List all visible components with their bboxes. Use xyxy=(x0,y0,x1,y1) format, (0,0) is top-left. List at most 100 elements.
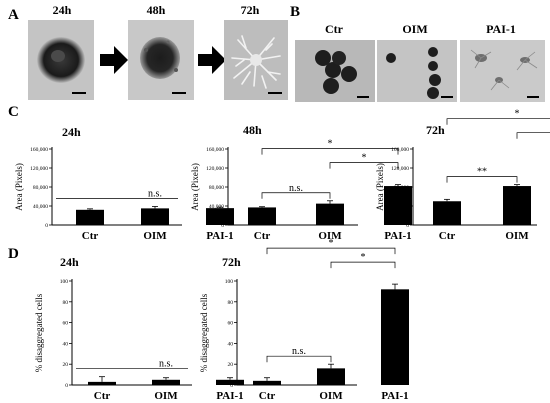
c-72h-ytick-label: 0 xyxy=(406,223,409,229)
d-72h-category-label: Ctr xyxy=(259,390,276,402)
d-24h-category-label: PAI-1 xyxy=(216,390,243,402)
d-72h-ytick-label: 60 xyxy=(228,321,234,327)
c-72h-sig-label: * xyxy=(515,109,520,120)
photo-pai1-disaggregated xyxy=(460,40,545,102)
c-24h-bar-pai-1 xyxy=(206,208,234,225)
d-24h-category-label: OIM xyxy=(154,390,178,402)
c-24h-title: 24h xyxy=(62,125,81,139)
d-72h-category-label: PAI-1 xyxy=(381,390,408,402)
panel-letter-b: B xyxy=(290,4,301,20)
c-72h-bar-oim xyxy=(503,186,531,225)
c-48h-ytick-label: 80,000 xyxy=(209,185,224,191)
c-72h-category-label: OIM xyxy=(505,230,529,242)
c-24h-ytick-label: 40,000 xyxy=(33,204,48,210)
d-24h-ytick-label: 100 xyxy=(60,279,69,285)
c-24h-ylabel: Area (Pixels) xyxy=(14,163,24,211)
d-72h-sig-label: * xyxy=(361,252,366,263)
photo-ctr-spheroids xyxy=(295,40,375,102)
d-24h-ytick-label: 60 xyxy=(63,321,69,327)
c-48h-sig-bracket xyxy=(261,192,331,199)
d-24h-ytick-label: 0 xyxy=(65,383,68,389)
c-48h-ytick-label: 0 xyxy=(221,223,224,229)
c-48h-category-label: OIM xyxy=(318,230,342,242)
panel-letter-c: C xyxy=(8,104,19,120)
panel-a-label-48h: 48h xyxy=(146,3,166,17)
d-24h-bar-ctr xyxy=(88,381,116,385)
c-72h-sig-label: ** xyxy=(477,167,487,178)
c-72h-category-label: Ctr xyxy=(439,230,456,242)
c-48h-ytick-label: 120,000 xyxy=(206,166,224,172)
d-72h-bar-ctr xyxy=(253,380,281,385)
c-24h-ytick-label: 80,000 xyxy=(33,185,48,191)
d-72h-category-label: OIM xyxy=(319,390,343,402)
panel-b-photo-strip xyxy=(295,40,545,102)
panel-letter-d: D xyxy=(8,246,19,262)
c-48h-sig-label: * xyxy=(328,139,333,150)
c-48h-category-label: PAI-1 xyxy=(384,230,411,242)
photo-oim-spheroids xyxy=(377,40,457,102)
photo-48h-spheroid xyxy=(128,20,194,100)
photo-72h-disaggregated xyxy=(224,20,288,100)
d-24h-sig-label: n.s. xyxy=(159,359,173,370)
c-48h-sig-bracket xyxy=(261,148,399,155)
d-24h-category-label: Ctr xyxy=(94,390,111,402)
panel-letter-a: A xyxy=(8,7,19,23)
d-24h-ylabel: % disaggregated cells xyxy=(34,293,44,372)
d-72h-sig-bracket xyxy=(330,261,396,269)
c-48h-ylabel: Area (Pixels) xyxy=(190,163,200,211)
c-24h-category-label: OIM xyxy=(143,230,167,242)
c-48h-ytick-label: 160,000 xyxy=(206,147,224,153)
panel-a-photo-strip xyxy=(28,20,288,100)
d-72h-sig-bracket xyxy=(266,247,396,255)
c-24h-ytick-label: 0 xyxy=(45,223,48,229)
c-24h-ytick-label: 120,000 xyxy=(30,166,48,172)
c-48h-title: 48h xyxy=(243,123,262,137)
d-72h-ytick-label: 80 xyxy=(228,300,234,306)
arrow-right-icon xyxy=(198,46,226,74)
c-72h-ylabel: Area (Pixels) xyxy=(375,163,385,211)
panel-a-label-24h: 24h xyxy=(52,3,72,17)
c-72h-ytick-label: 80,000 xyxy=(394,185,409,191)
c-72h-ytick-label: 40,000 xyxy=(394,204,409,210)
c-24h-bar-oim xyxy=(141,208,169,225)
d-72h-ylabel: % disaggregated cells xyxy=(199,293,209,372)
c-48h-bar-ctr xyxy=(248,207,276,225)
c-72h-bar-ctr xyxy=(433,201,461,225)
arrow-right-icon xyxy=(100,46,128,74)
c-48h-sig-bracket xyxy=(329,162,399,169)
d-24h-ytick-label: 20 xyxy=(63,362,69,368)
c-72h-sig-bracket xyxy=(516,132,550,139)
d-24h-ytick-label: 40 xyxy=(63,341,69,347)
d-72h-bar-pai-1 xyxy=(381,289,409,385)
d-72h-ytick-label: 0 xyxy=(230,383,233,389)
c-72h-ytick-label: 120,000 xyxy=(391,166,409,172)
d-72h-sig-label: * xyxy=(329,238,334,249)
d-72h-sig-label: n.s. xyxy=(292,346,306,357)
c-24h-category-label: Ctr xyxy=(82,230,99,242)
c-72h-title: 72h xyxy=(426,123,445,137)
panel-b-label-pai1: PAI-1 xyxy=(486,22,516,36)
d-72h-bar-oim xyxy=(317,368,345,385)
d-72h-ytick-label: 20 xyxy=(228,362,234,368)
c-24h-sig-label: n.s. xyxy=(148,188,162,199)
c-48h-category-label: Ctr xyxy=(254,230,271,242)
panel-a-label-72h: 72h xyxy=(240,3,260,17)
d-72h-title: 72h xyxy=(222,255,241,269)
d-72h-ytick-label: 100 xyxy=(225,279,234,285)
d-24h-bar-oim xyxy=(152,379,180,385)
d-24h-ytick-label: 80 xyxy=(63,300,69,306)
c-48h-ytick-label: 40,000 xyxy=(209,204,224,210)
d-72h-sig-bracket xyxy=(266,355,332,363)
d-24h-title: 24h xyxy=(60,255,79,269)
panel-b-label-oim: OIM xyxy=(402,22,428,36)
c-72h-ytick-label: 160,000 xyxy=(391,147,409,153)
c-72h-sig-bracket xyxy=(446,118,550,125)
c-48h-bar-oim xyxy=(316,203,344,225)
c-24h-ytick-label: 160,000 xyxy=(30,147,48,153)
panel-b-label-ctr: Ctr xyxy=(325,22,343,36)
c-24h-category-label: PAI-1 xyxy=(206,230,233,242)
c-48h-bar-pai-1 xyxy=(384,186,412,225)
c-72h-sig-bracket xyxy=(446,176,518,183)
d-24h-bar-pai-1 xyxy=(216,379,244,385)
